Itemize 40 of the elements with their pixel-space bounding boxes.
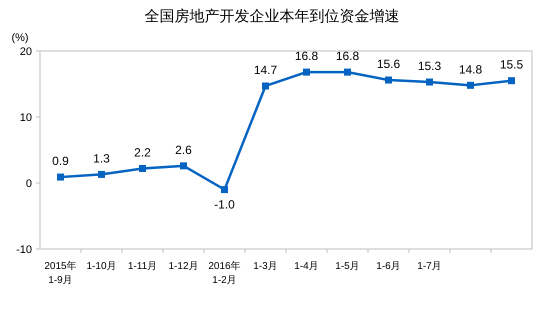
- data-label: 15.6: [376, 57, 400, 72]
- data-label: 14.8: [458, 62, 482, 76]
- point: [467, 82, 474, 89]
- data-label: 16.8: [294, 49, 318, 64]
- point: [180, 162, 187, 170]
- x-tick-label: 2015年 1-9月: [44, 260, 77, 286]
- data-label: -1.0: [214, 198, 236, 212]
- data-label: 15.5: [500, 58, 524, 72]
- x-tick-label: 1-7月: [417, 261, 442, 272]
- x-tick-label: 2016年 1-2月: [208, 260, 241, 286]
- y-tick-label: 0: [26, 178, 32, 190]
- x-tick-label: 1-12月: [168, 261, 199, 272]
- y-tick-label: 20: [20, 46, 32, 58]
- x-tick-label: 1-5月: [335, 261, 360, 272]
- y-tick-label: -10: [16, 244, 32, 256]
- point: [57, 174, 64, 181]
- data-label: 2.6: [175, 142, 192, 157]
- data-label: 14.7: [254, 62, 278, 77]
- point: [303, 68, 310, 76]
- data-label: 15.3: [418, 59, 442, 74]
- point: [508, 77, 515, 84]
- data-label: 0.9: [52, 154, 70, 168]
- point: [98, 170, 105, 178]
- x-tick-label: 1-11月: [128, 261, 158, 272]
- point: [426, 78, 433, 86]
- point: [262, 82, 269, 90]
- y-axis-title: (%): [11, 32, 29, 44]
- chart-title: 全国房地产开发企业本年到位资金增速: [144, 8, 400, 25]
- data-label: 2.2: [134, 145, 152, 160]
- x-tick-label: 1-3月: [253, 261, 278, 272]
- point: [385, 76, 392, 84]
- x-tick-label: 1-10月: [86, 261, 117, 272]
- data-label: 16.8: [336, 49, 360, 64]
- x-tick-label: 1-4月: [294, 261, 319, 272]
- point: [139, 164, 146, 172]
- point: [221, 186, 228, 194]
- x-tick-label: 1-6月: [376, 261, 401, 272]
- y-tick-label: 10: [20, 112, 32, 124]
- point: [344, 68, 351, 76]
- data-label: 1.3: [93, 151, 110, 166]
